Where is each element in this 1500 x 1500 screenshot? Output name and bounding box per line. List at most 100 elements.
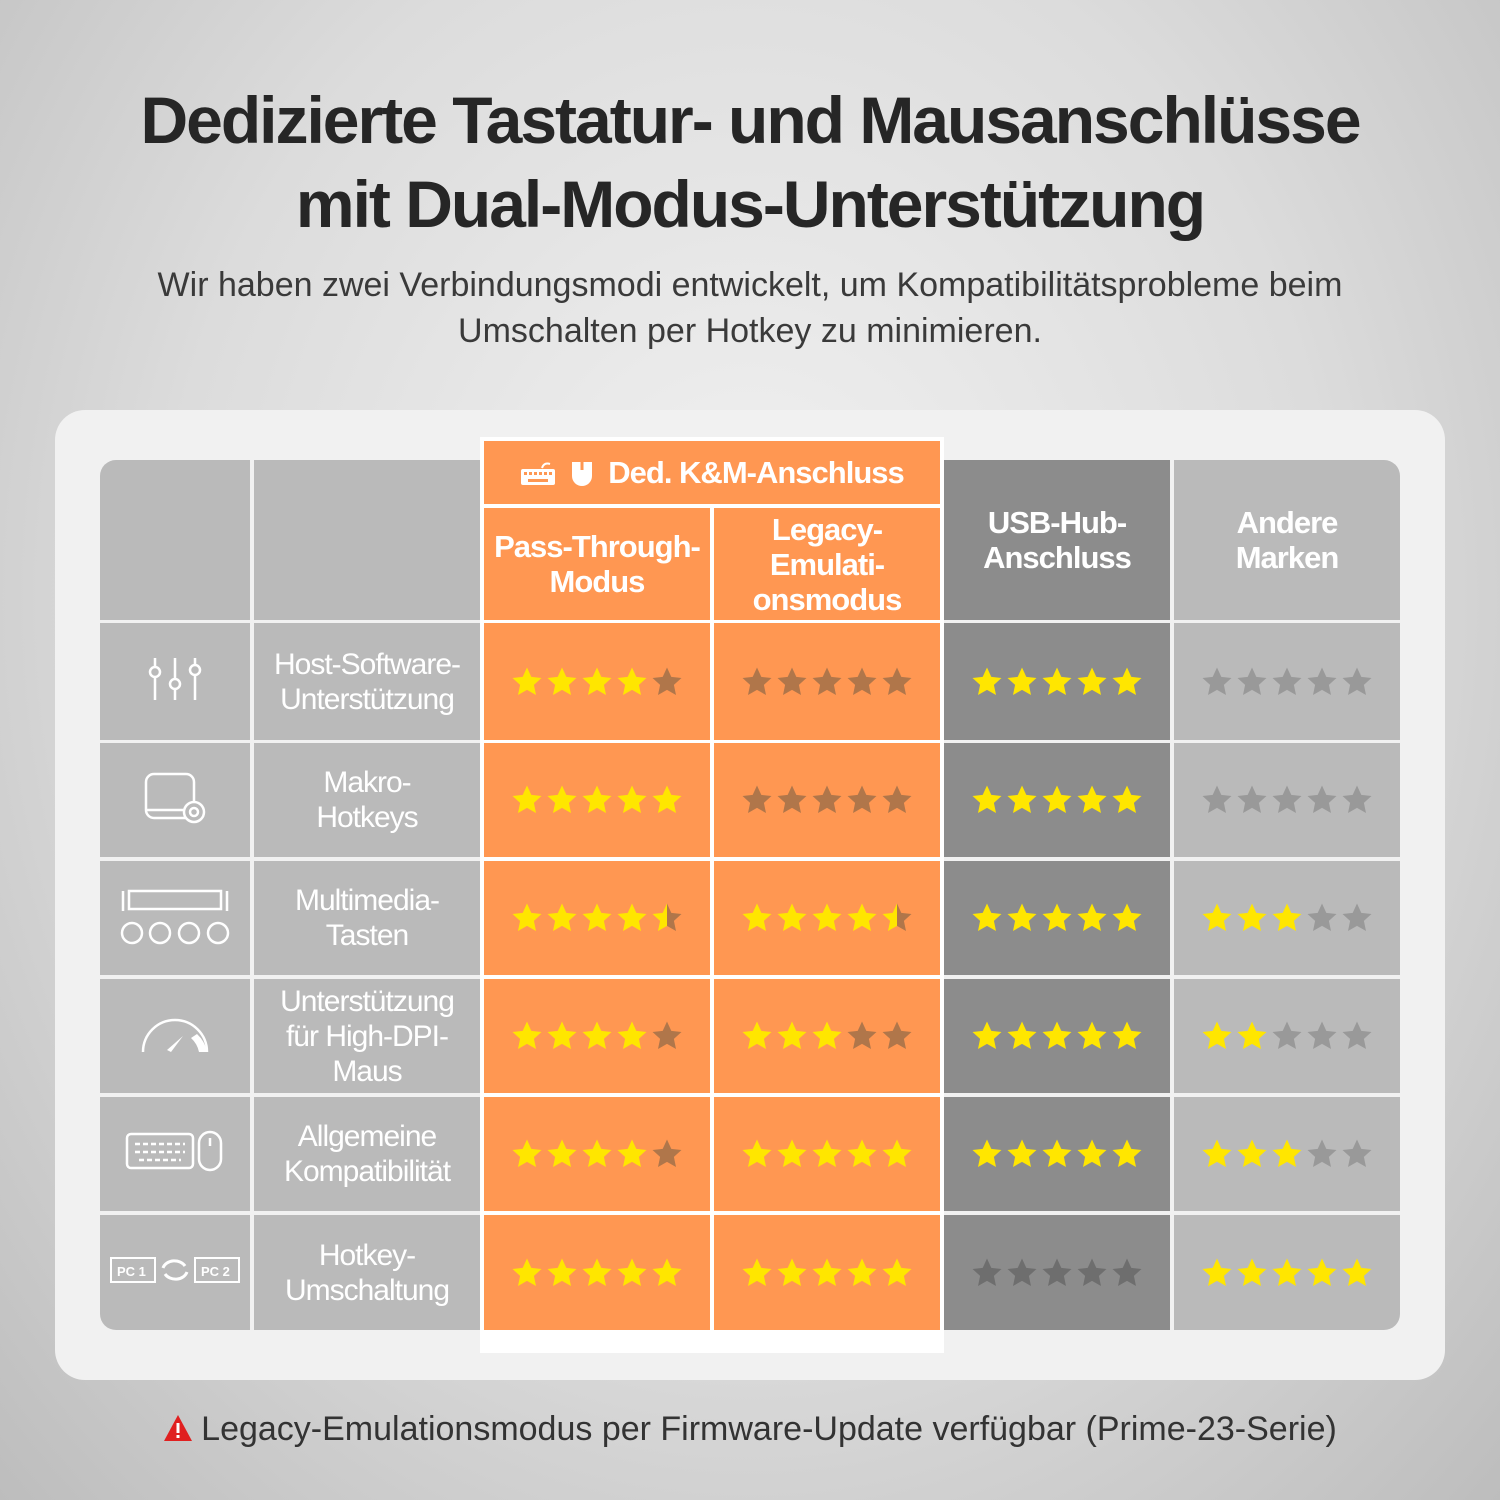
rating-cell	[714, 743, 940, 857]
star-rating	[511, 902, 683, 934]
star-icon	[847, 903, 877, 931]
star-icon	[1077, 1021, 1107, 1049]
star-icon	[972, 1139, 1002, 1167]
star-icon	[847, 785, 877, 813]
star-icon	[582, 903, 612, 931]
rating-cell	[944, 979, 1170, 1093]
star-icon	[582, 1139, 612, 1167]
star-icon	[652, 1258, 682, 1286]
rating-cell	[484, 1097, 710, 1211]
row-label: Host-Software- Unterstützung	[254, 623, 480, 740]
rating-cell	[944, 623, 1170, 740]
row-icon-cell	[100, 1097, 250, 1211]
star-rating	[1201, 666, 1373, 698]
star-rating	[971, 666, 1143, 698]
warning-icon	[164, 1415, 193, 1441]
star-icon	[812, 1258, 842, 1286]
star-icon	[617, 1258, 647, 1286]
rating-cell	[714, 623, 940, 740]
row-label: Unterstützung für High-DPI- Maus	[254, 979, 480, 1093]
star-icon	[1077, 785, 1107, 813]
star-rating	[971, 1138, 1143, 1170]
star-icon	[1042, 785, 1072, 813]
star-icon	[1237, 667, 1267, 695]
star-icon	[972, 903, 1002, 931]
row-icon-cell	[100, 979, 250, 1093]
star-icon	[1237, 1258, 1267, 1286]
star-icon	[1307, 667, 1337, 695]
star-icon	[1237, 785, 1267, 813]
rating-cell	[944, 1097, 1170, 1211]
star-icon	[882, 1021, 912, 1049]
star-rating	[741, 666, 913, 698]
star-icon	[1042, 1258, 1072, 1286]
text-line: Kompatibilität	[283, 1155, 451, 1188]
star-icon	[652, 1139, 682, 1167]
star-icon	[1237, 1021, 1267, 1049]
text-line: Unterstützung	[280, 682, 455, 716]
row-icon-cell	[100, 743, 250, 857]
star-icon	[512, 1139, 542, 1167]
speedometer-icon	[139, 1014, 211, 1059]
star-icon	[882, 785, 912, 813]
star-icon	[777, 1021, 807, 1049]
keyboard-icon	[521, 462, 556, 485]
text-line: Marken	[1235, 540, 1340, 575]
rating-cell	[714, 979, 940, 1093]
star-icon	[742, 667, 772, 695]
star-icon	[547, 1139, 577, 1167]
star-icon	[1342, 785, 1372, 813]
star-icon	[617, 1139, 647, 1167]
subtitle-line: Wir haben zwei Verbindungsmodi entwickel…	[157, 266, 1343, 304]
star-rating	[1201, 902, 1373, 934]
column-header: Andere Marken	[1174, 460, 1400, 620]
star-icon	[1112, 1258, 1142, 1286]
star-icon	[847, 667, 877, 695]
star-icon	[847, 1021, 877, 1049]
group-header: Ded. K&M-Anschluss	[484, 441, 940, 504]
star-icon	[1307, 1258, 1337, 1286]
rating-cell	[484, 1215, 710, 1330]
text-line: Unterstützung	[280, 984, 455, 1018]
star-icon	[1202, 667, 1232, 695]
star-icon	[1042, 1139, 1072, 1167]
star-rating	[1201, 1020, 1373, 1052]
sliders-icon	[143, 654, 207, 709]
star-icon	[1112, 785, 1142, 813]
star-icon	[1007, 785, 1037, 813]
text-line: Hotkey-	[318, 1238, 416, 1272]
star-rating	[971, 784, 1143, 816]
star-icon	[512, 1021, 542, 1049]
rating-cell	[484, 861, 710, 975]
star-icon	[972, 1258, 1002, 1286]
row-icon-cell	[100, 623, 250, 740]
svg-text:PC 1: PC 1	[117, 1264, 146, 1279]
star-icon	[1342, 667, 1372, 695]
star-rating	[1201, 1257, 1373, 1289]
star-icon	[777, 785, 807, 813]
star-icon	[742, 1021, 772, 1049]
star-icon	[547, 667, 577, 695]
star-icon	[1042, 1021, 1072, 1049]
star-icon	[847, 1139, 877, 1167]
text-line: Anschluss	[983, 540, 1132, 575]
star-icon	[1077, 667, 1107, 695]
star-icon	[742, 1139, 772, 1167]
star-icon	[777, 903, 807, 931]
star-icon	[972, 1021, 1002, 1049]
star-rating	[1201, 1138, 1373, 1170]
star-icon	[1342, 1258, 1372, 1286]
star-icon	[812, 1021, 842, 1049]
star-icon	[1272, 785, 1302, 813]
star-icon	[1307, 903, 1337, 931]
star-icon	[1202, 785, 1232, 813]
star-icon	[1077, 1139, 1107, 1167]
column-header: Legacy- Emulati-onsmodus	[714, 508, 940, 620]
text-line: Tasten	[325, 919, 409, 952]
text-line: Multimedia-	[294, 884, 440, 917]
star-icon	[1042, 667, 1072, 695]
text-line: Makro-	[323, 766, 411, 799]
rating-cell	[1174, 743, 1400, 857]
star-icon	[1007, 1139, 1037, 1167]
star-icon	[1007, 1258, 1037, 1286]
